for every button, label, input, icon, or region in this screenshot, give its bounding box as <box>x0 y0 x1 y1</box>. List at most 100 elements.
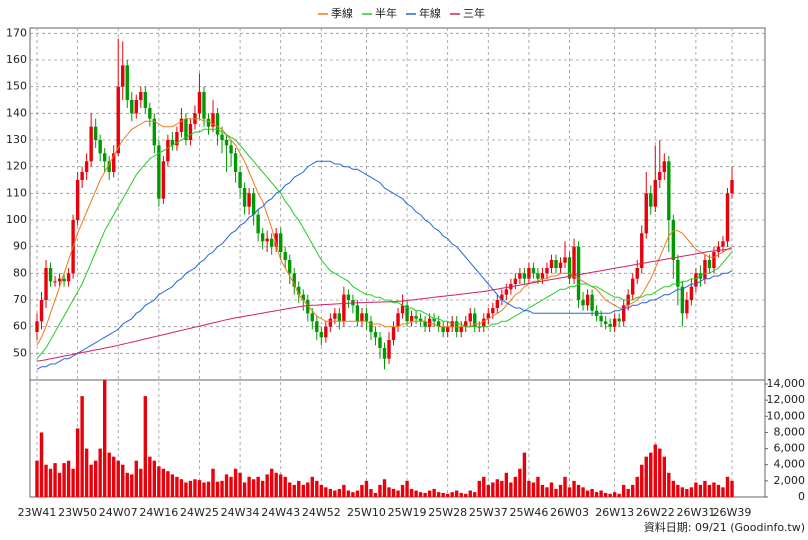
candle-body <box>549 260 554 268</box>
volume-bar <box>545 487 549 497</box>
volume-bar <box>369 488 373 497</box>
candle-body <box>378 337 382 348</box>
volume-bar <box>256 476 260 497</box>
candle-body <box>725 193 730 242</box>
x-tick-label: 24W43 <box>261 506 300 519</box>
candle-body <box>667 161 671 220</box>
candle-body <box>75 180 80 220</box>
candle-body <box>572 246 576 279</box>
candle-body <box>346 294 351 300</box>
volume-bar <box>707 484 712 497</box>
candle-body <box>125 65 129 100</box>
candle-body <box>694 273 698 287</box>
y-tick-label: 140 <box>6 106 27 119</box>
volume-bar <box>513 476 518 497</box>
candle-body <box>202 92 206 119</box>
candle-body <box>143 92 148 108</box>
candle-body <box>680 286 685 314</box>
candle-body <box>730 180 734 194</box>
candle-body <box>152 118 157 146</box>
candle-body <box>310 313 314 322</box>
volume-bar <box>698 484 703 497</box>
volume-bar <box>680 487 685 497</box>
candle-body <box>585 294 590 306</box>
x-tick-label: 25W46 <box>509 506 548 519</box>
volume-bar <box>427 490 432 497</box>
volume-bar <box>202 482 206 497</box>
volume-bar <box>193 479 197 497</box>
volume-bar <box>112 456 116 497</box>
x-tick-label: 24W52 <box>302 506 341 519</box>
candle-body <box>360 313 364 322</box>
volume-bar <box>161 468 166 497</box>
legend-label: 年線 <box>419 6 441 20</box>
volume-bar <box>148 456 152 497</box>
volume-bar <box>712 482 716 497</box>
candle-body <box>184 118 188 140</box>
candle-body <box>716 246 721 252</box>
candle-body <box>563 257 567 263</box>
candle-body <box>590 294 594 311</box>
volume-bar <box>667 472 671 497</box>
candle-body <box>274 233 278 247</box>
candle-body <box>400 305 405 314</box>
candle-body <box>558 262 563 268</box>
volume-bar <box>66 460 71 497</box>
volume-bar <box>269 468 274 497</box>
volume-bar <box>689 487 694 497</box>
candle-body <box>170 140 175 146</box>
volume-bar <box>418 492 423 497</box>
volume-bar <box>116 460 120 497</box>
volume-bar <box>725 476 730 497</box>
volume-bar <box>567 487 572 497</box>
volume-bar <box>125 472 129 497</box>
candle-body <box>130 100 134 114</box>
volume-bar <box>319 484 324 497</box>
candle-body <box>355 305 360 322</box>
volume-bar <box>157 466 161 497</box>
volume-bar <box>716 484 721 497</box>
candle-body <box>324 326 328 338</box>
volume-bar <box>328 488 333 497</box>
candle-body <box>44 268 48 300</box>
volume-bar <box>342 484 346 497</box>
volume-bar <box>676 484 680 497</box>
candle-body <box>649 193 653 207</box>
ma-line <box>36 160 733 370</box>
y-tick-label: 70 <box>13 293 27 306</box>
volume-bar <box>121 464 125 497</box>
candle-body <box>513 278 518 284</box>
volume-bar <box>315 480 319 497</box>
candle-body <box>66 273 71 282</box>
candle-body <box>603 321 608 324</box>
x-tick-label: 25W37 <box>469 506 508 519</box>
candle-body <box>536 273 540 279</box>
volume-bar <box>324 487 328 497</box>
volume-bar <box>364 480 369 497</box>
candle-body <box>35 321 39 332</box>
candle-body <box>712 252 716 268</box>
volume-bar <box>297 480 301 497</box>
volume-bar <box>468 490 472 497</box>
volume-bar <box>80 396 84 497</box>
candle-body <box>658 172 662 180</box>
candle-body <box>671 220 676 260</box>
volume-bar <box>39 432 44 497</box>
candle-body <box>464 321 468 327</box>
volume-bar <box>522 452 527 497</box>
candle-body <box>53 281 57 283</box>
volume-bar <box>206 481 211 497</box>
volume-bar <box>473 492 477 497</box>
candle-body <box>48 268 53 282</box>
candle-body <box>116 86 120 154</box>
candle-body <box>522 273 527 279</box>
x-tick-label: 24W25 <box>180 506 219 519</box>
candle-body <box>576 246 581 300</box>
volume-bar <box>653 444 657 497</box>
volume-bar <box>351 492 355 497</box>
volume-bar <box>644 456 648 497</box>
volume-bar <box>152 460 157 497</box>
volume-bar <box>310 476 314 497</box>
candle-body <box>107 161 111 172</box>
